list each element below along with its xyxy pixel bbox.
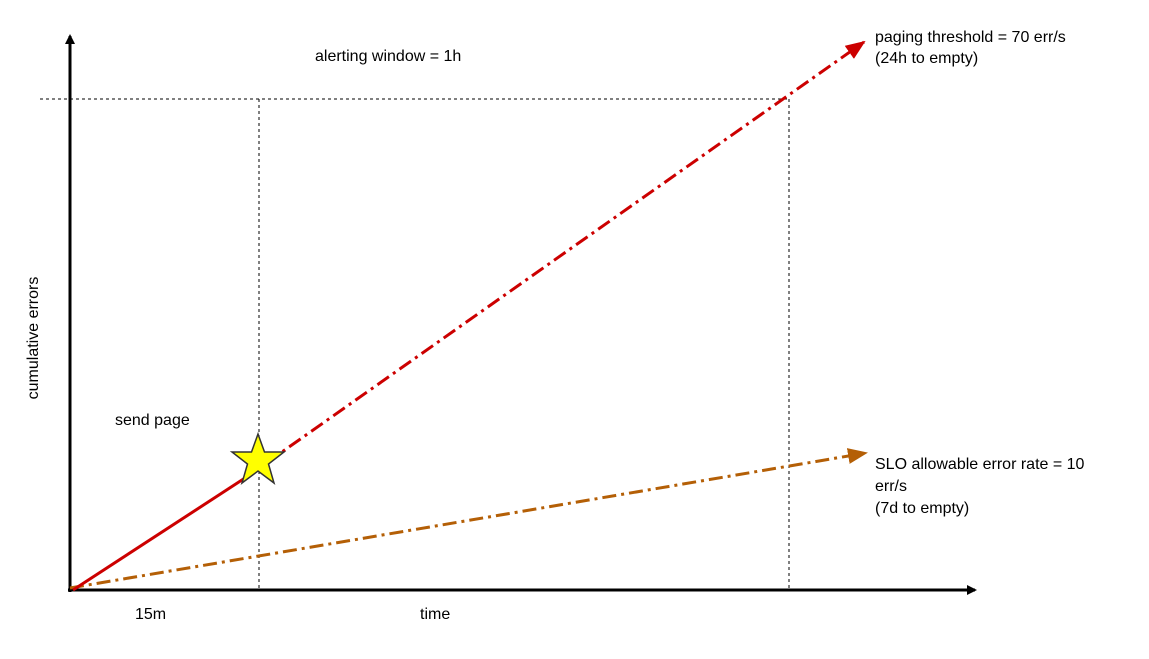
paging-label: (24h to empty) (875, 50, 978, 67)
y-axis-label: cumulative errors (25, 277, 42, 400)
slo-line (69, 448, 868, 590)
paging-line-solid (72, 476, 246, 592)
slo-label: SLO allowable error rate = 10 (875, 456, 1085, 473)
page-star (229, 431, 287, 485)
event-label: send page (115, 412, 190, 429)
x-marker-label: 15m (135, 606, 166, 623)
paging-line (244, 40, 866, 480)
title: alerting window = 1h (315, 48, 461, 65)
paging-label: paging threshold = 70 err/s (875, 29, 1066, 46)
slo-label: err/s (875, 478, 907, 495)
x-axis-label: time (420, 606, 450, 623)
slo-label: (7d to empty) (875, 500, 969, 517)
